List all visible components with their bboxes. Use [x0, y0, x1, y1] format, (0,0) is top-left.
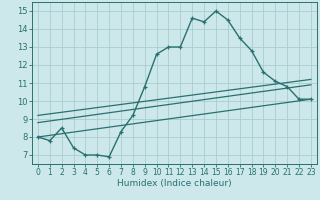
X-axis label: Humidex (Indice chaleur): Humidex (Indice chaleur) — [117, 179, 232, 188]
